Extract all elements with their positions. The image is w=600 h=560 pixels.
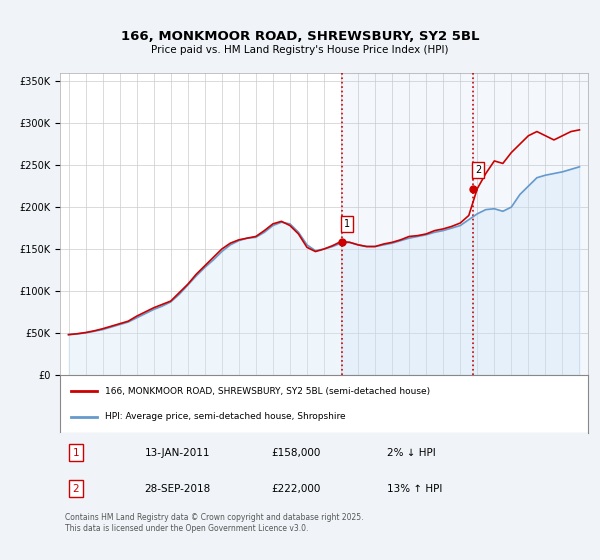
Text: 2: 2: [475, 165, 481, 175]
Text: 13% ↑ HPI: 13% ↑ HPI: [388, 484, 443, 494]
Bar: [473, 73, 588, 375]
Text: 28-SEP-2018: 28-SEP-2018: [145, 484, 211, 494]
Text: 2% ↓ HPI: 2% ↓ HPI: [388, 447, 436, 458]
Bar: [342, 73, 473, 375]
Text: 166, MONKMOOR ROAD, SHREWSBURY, SY2 5BL: 166, MONKMOOR ROAD, SHREWSBURY, SY2 5BL: [121, 30, 479, 43]
Text: £158,000: £158,000: [271, 447, 320, 458]
Text: 2: 2: [73, 484, 79, 494]
Text: 1: 1: [73, 447, 79, 458]
Text: £222,000: £222,000: [271, 484, 320, 494]
Text: 1: 1: [344, 219, 350, 229]
Text: 166, MONKMOOR ROAD, SHREWSBURY, SY2 5BL (semi-detached house): 166, MONKMOOR ROAD, SHREWSBURY, SY2 5BL …: [105, 387, 430, 396]
Text: HPI: Average price, semi-detached house, Shropshire: HPI: Average price, semi-detached house,…: [105, 412, 346, 421]
Text: Contains HM Land Registry data © Crown copyright and database right 2025.
This d: Contains HM Land Registry data © Crown c…: [65, 513, 364, 533]
Text: 13-JAN-2011: 13-JAN-2011: [145, 447, 210, 458]
Text: Price paid vs. HM Land Registry's House Price Index (HPI): Price paid vs. HM Land Registry's House …: [151, 45, 449, 55]
